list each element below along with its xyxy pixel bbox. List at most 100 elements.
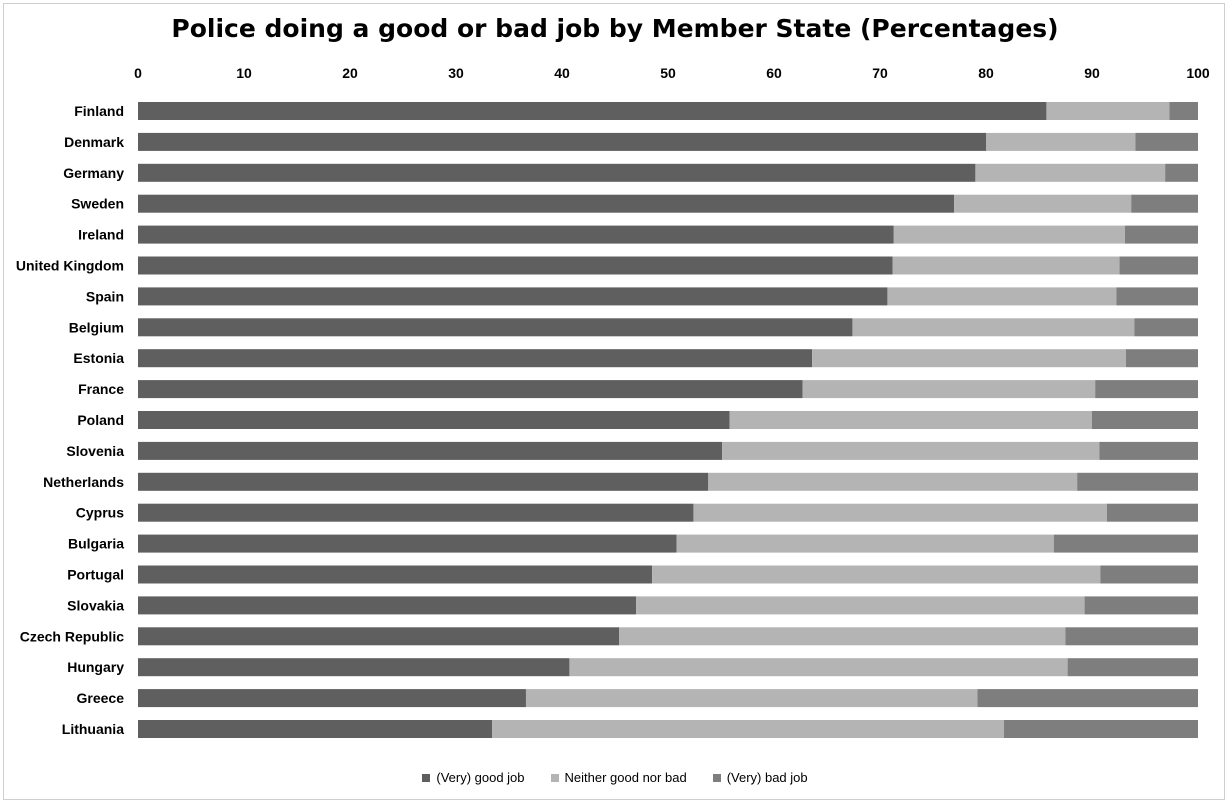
bar-segment — [138, 349, 813, 368]
category-label: United Kingdom — [16, 258, 124, 274]
legend-item-bad: (Very) bad job — [712, 770, 808, 785]
category-label: Hungary — [67, 659, 124, 675]
category-label: Finland — [74, 103, 124, 119]
bar-segment — [138, 256, 893, 275]
category-label: Greece — [77, 690, 125, 706]
category-label: Lithuania — [62, 721, 124, 737]
bar-segment — [652, 565, 1101, 584]
legend-swatch-neither — [550, 773, 559, 782]
bar-segment — [1046, 102, 1170, 120]
x-tick-label: 70 — [872, 65, 888, 81]
bar-segment — [138, 658, 570, 677]
x-tick-label: 10 — [236, 65, 252, 81]
category-label: France — [78, 381, 124, 397]
legend-label-bad: (Very) bad job — [726, 770, 808, 785]
bar-segment — [636, 596, 1085, 615]
bar-segment — [1169, 102, 1198, 120]
bar-segment — [138, 627, 620, 646]
bar-segment — [1124, 225, 1198, 244]
bar-segment — [138, 318, 853, 337]
x-tick-label: 60 — [766, 65, 782, 81]
bar-segment — [138, 689, 526, 708]
bar-segment — [1084, 596, 1198, 615]
x-tick-label: 30 — [448, 65, 464, 81]
category-label: Poland — [77, 412, 124, 428]
bar-segment — [1134, 318, 1198, 337]
x-tick-label: 100 — [1186, 65, 1210, 81]
bar-segment — [722, 441, 1100, 460]
category-label: Czech Republic — [20, 628, 124, 644]
bar-segment — [1004, 720, 1198, 738]
bar-segment — [138, 380, 803, 399]
bar-segment — [1131, 194, 1198, 213]
category-label: Sweden — [71, 196, 124, 212]
bar-segment — [1135, 132, 1198, 151]
bar-segment — [1065, 627, 1198, 646]
bar-segment — [138, 163, 976, 182]
bar-segment — [975, 163, 1166, 182]
bar-segment — [812, 349, 1126, 368]
bar-segment — [619, 627, 1066, 646]
y-axis: Finland Denmark Germany Sweden Ireland United… — [16, 103, 124, 737]
legend-item-neither: Neither good nor bad — [550, 770, 687, 785]
legend-label-neither: Neither good nor bad — [564, 770, 687, 785]
bar-segment — [708, 472, 1078, 491]
bar-segment — [1125, 349, 1198, 368]
bar-segment — [569, 658, 1068, 677]
bar-segment — [138, 194, 955, 213]
bar-segment — [1095, 380, 1198, 399]
chart-title: Police doing a good or bad job by Member… — [171, 14, 1059, 43]
x-tick-label: 20 — [342, 65, 358, 81]
bar-segment — [138, 472, 709, 491]
bar-segment — [1092, 411, 1198, 429]
bar-segment — [1053, 534, 1198, 553]
bar-segment — [1099, 441, 1198, 460]
x-axis: 0 10 20 30 40 50 60 70 80 90 100 — [134, 65, 1210, 81]
bar-segment — [977, 689, 1198, 708]
legend-label-good: (Very) good job — [436, 770, 525, 785]
bar-segment — [676, 534, 1054, 553]
category-label: Slovenia — [66, 443, 124, 459]
x-tick-label: 50 — [660, 65, 676, 81]
bar-segment — [1077, 472, 1198, 491]
category-label: Spain — [86, 288, 124, 304]
legend-swatch-good — [422, 773, 431, 782]
bar-segment — [1106, 503, 1198, 522]
bars — [138, 102, 1198, 738]
bar-segment — [887, 287, 1117, 306]
category-label: Portugal — [67, 567, 124, 583]
legend-swatch-bad — [712, 773, 721, 782]
bar-segment — [138, 132, 986, 151]
bar-segment — [986, 132, 1136, 151]
bar-segment — [138, 596, 637, 615]
category-label: Ireland — [78, 227, 124, 243]
x-tick-label: 90 — [1084, 65, 1100, 81]
bar-segment — [802, 380, 1096, 399]
bar-segment — [852, 318, 1135, 337]
bar-segment — [1100, 565, 1198, 584]
bar-segment — [893, 225, 1125, 244]
bar-segment — [525, 689, 978, 708]
bar-segment — [138, 225, 894, 244]
bar-segment — [492, 720, 1005, 738]
category-label: Estonia — [73, 350, 124, 366]
bar-segment — [138, 534, 677, 553]
bar-segment — [138, 503, 694, 522]
x-tick-label: 0 — [134, 65, 142, 81]
x-tick-label: 40 — [554, 65, 570, 81]
bar-segment — [138, 720, 493, 738]
category-label: Slovakia — [67, 597, 124, 613]
bar-segment — [1119, 256, 1198, 275]
legend-item-good: (Very) good job — [422, 770, 525, 785]
bar-segment — [1116, 287, 1198, 306]
category-label: Denmark — [64, 134, 124, 150]
category-label: Germany — [63, 165, 124, 181]
category-label: Cyprus — [76, 505, 124, 521]
bar-segment — [138, 287, 888, 306]
bar-segment — [138, 411, 730, 429]
bar-segment — [1165, 163, 1198, 182]
bar-segment — [1067, 658, 1198, 677]
category-label: Belgium — [69, 319, 124, 335]
category-label: Netherlands — [43, 474, 124, 490]
